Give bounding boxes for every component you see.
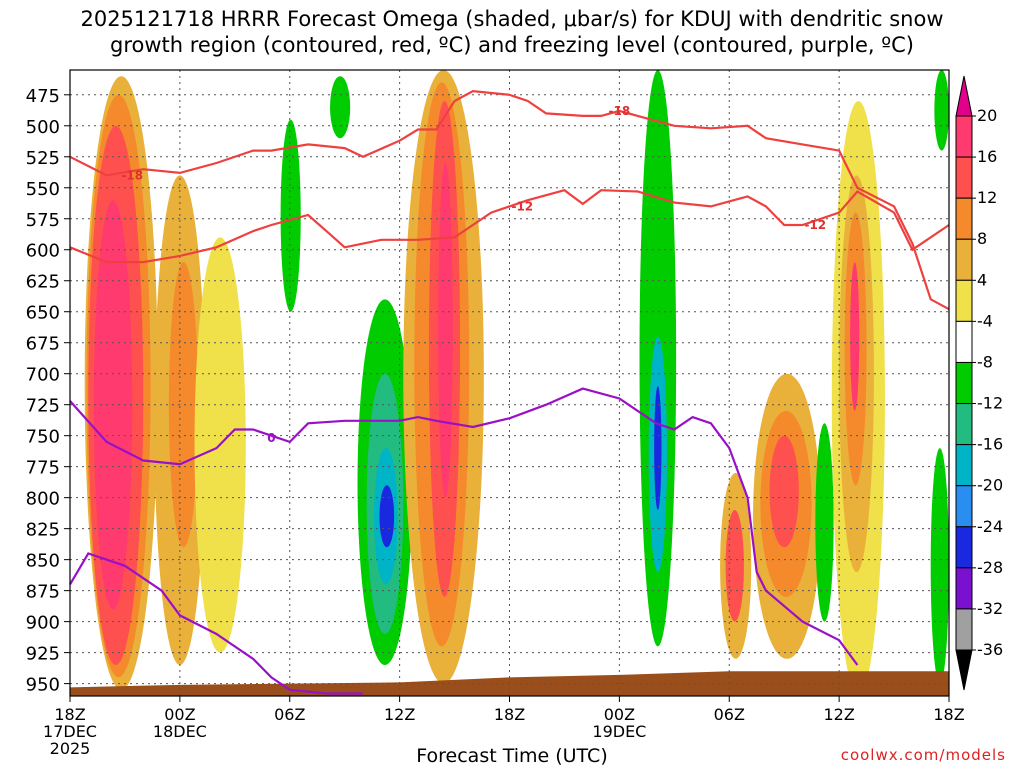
y-tick-label: 725 — [26, 396, 60, 417]
omega-cell — [934, 70, 949, 151]
colorbar-label: 8 — [977, 229, 987, 248]
colorbar-label: -4 — [977, 311, 993, 330]
colorbar-swatch — [955, 485, 973, 528]
colorbar-bottom-cap — [955, 649, 973, 691]
y-tick-label: 650 — [26, 303, 60, 324]
colorbar-top-cap — [955, 75, 973, 117]
y-tick-label: 925 — [26, 644, 60, 665]
x-axis-title: Forecast Time (UTC) — [416, 745, 608, 767]
x-tick-label: 12Z — [384, 705, 415, 724]
y-tick-label: 875 — [26, 582, 60, 603]
y-tick-label: 500 — [26, 117, 60, 138]
freezing-level-lower-contour — [69, 552, 363, 695]
colorbar-label: -28 — [977, 558, 1003, 577]
colorbar-swatch — [955, 403, 973, 446]
freezing-level-contour — [69, 387, 859, 666]
chart-title-line2: growth region (contoured, red, ºC) and f… — [110, 33, 914, 57]
omega-cell — [168, 262, 199, 548]
dgz-minus12-contour — [69, 188, 950, 264]
colorbar: 20 16 12 8 4 -4 -8 -12 -16 -20 -24 -28 -32 -36 — [955, 75, 1003, 691]
dgz-minus18-contour — [69, 89, 950, 311]
contour-label: 0 — [267, 431, 275, 445]
chart-title: 2025121718 HRRR Forecast Omega (shaded, … — [0, 6, 1024, 58]
x-tick-label: 2025 — [50, 739, 91, 758]
colorbar-label: -20 — [977, 476, 1003, 495]
colorbar-label: -12 — [977, 394, 1003, 413]
y-tick-label: 600 — [26, 241, 60, 262]
y-tick-label: 575 — [26, 210, 60, 231]
omega-cell — [769, 435, 799, 548]
colorbar-swatch — [955, 444, 973, 487]
colorbar-swatch — [955, 279, 973, 322]
colorbar-swatch — [955, 320, 973, 363]
x-tick-label: 00Z — [604, 705, 635, 724]
colorbar-swatch — [955, 608, 973, 651]
credit-text: coolwx.com/models — [840, 746, 1006, 764]
omega-cell — [330, 76, 351, 139]
x-tick-label: 18Z — [933, 705, 964, 724]
omega-cell — [815, 423, 834, 622]
omega-cell — [930, 448, 949, 684]
colorbar-label: -36 — [977, 640, 1003, 659]
y-tick-label: 850 — [26, 551, 60, 572]
colorbar-swatch — [955, 156, 973, 199]
omega-cell — [725, 510, 744, 622]
omega-cell — [850, 262, 860, 411]
y-tick-label: 675 — [26, 334, 60, 355]
colorbar-swatch — [955, 567, 973, 610]
colorbar-label: -32 — [977, 599, 1003, 618]
colorbar-label: 4 — [977, 270, 987, 289]
omega-cell — [379, 485, 395, 548]
colorbar-label: 20 — [977, 106, 997, 125]
colorbar-swatch — [955, 197, 973, 240]
colorbar-swatch — [955, 115, 973, 158]
omega-cell — [438, 162, 453, 498]
omega-cell — [280, 119, 301, 312]
colorbar-swatch — [955, 238, 973, 281]
colorbar-swatch — [955, 526, 973, 569]
x-tick-label: 18Z — [494, 705, 525, 724]
y-tick-label: 900 — [26, 613, 60, 634]
axes-layer: 475 500 525 550 575 600 625 650 675 700 725 750 775 8… — [26, 69, 965, 758]
y-tick-label: 625 — [26, 272, 60, 293]
x-tick-label: 18Z — [54, 705, 85, 724]
contour-label: -18 — [121, 168, 143, 182]
y-tick-label: 475 — [26, 86, 60, 107]
contour-label: -12 — [511, 199, 533, 213]
x-tick-label: 12Z — [823, 705, 854, 724]
y-tick-label: 700 — [26, 365, 60, 386]
y-tick-label: 550 — [26, 179, 60, 200]
chart-title-line1: 2025121718 HRRR Forecast Omega (shaded, … — [80, 7, 944, 31]
y-tick-label: 525 — [26, 148, 60, 169]
omega-shading-layer — [70, 70, 949, 696]
colorbar-swatch — [955, 361, 973, 405]
contour-label: -18 — [609, 104, 631, 118]
x-tick-label: 06Z — [714, 705, 745, 724]
y-tick-label: 800 — [26, 489, 60, 510]
y-tick-label: 775 — [26, 458, 60, 479]
x-tick-label: 17DEC — [43, 722, 97, 741]
colorbar-label: -8 — [977, 352, 993, 371]
y-tick-label: 825 — [26, 520, 60, 541]
omega-cell — [654, 386, 662, 511]
y-tick-label: 950 — [26, 675, 60, 696]
y-tick-label: 750 — [26, 427, 60, 448]
colorbar-label: 16 — [977, 147, 997, 166]
x-tick-label: 18DEC — [153, 722, 207, 741]
x-tick-label: 06Z — [274, 705, 305, 724]
colorbar-label: -16 — [977, 435, 1003, 454]
colorbar-label: -24 — [977, 517, 1003, 536]
x-tick-label: 19DEC — [592, 722, 646, 741]
x-tick-label: 00Z — [164, 705, 195, 724]
colorbar-label: 12 — [977, 188, 997, 207]
contour-label: -12 — [804, 218, 826, 232]
contour-layer: -18 -18 -12 -12 0 — [69, 89, 950, 695]
